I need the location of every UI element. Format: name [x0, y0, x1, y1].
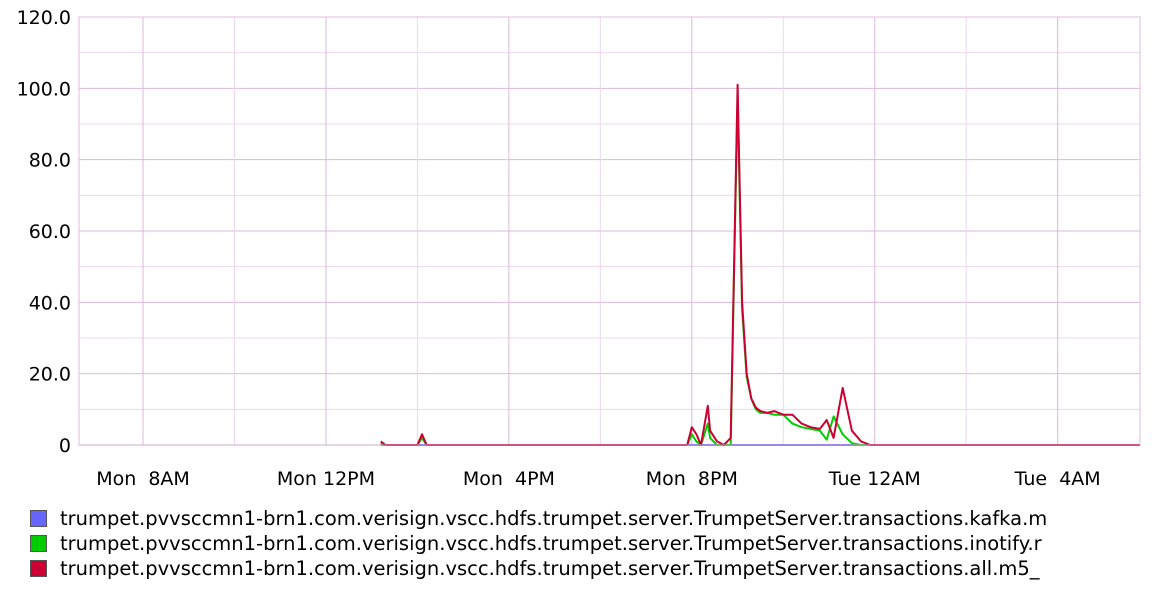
- y-tick-label: 60.0: [29, 221, 71, 243]
- legend-entry-kafka[interactable]: trumpet.pvvsccmn1-brn1.com.verisign.vscc…: [30, 506, 1156, 531]
- series-line-1: [380, 94, 1140, 446]
- chart: 120.0 100.0 80.0 60.0 40.0 20.0 0 Mon 8AM Mon 1…: [17, 7, 1141, 490]
- x-tick-label: Mon 12PM: [277, 468, 375, 490]
- legend-entry-all[interactable]: trumpet.pvvsccmn1-brn1.com.verisign.vscc…: [30, 556, 1156, 581]
- legend-swatch-kafka: [30, 510, 47, 527]
- y-tick-label: 100.0: [17, 78, 71, 100]
- legend-swatch-all: [30, 560, 47, 577]
- y-tick-label: 40.0: [29, 292, 71, 314]
- chart-grid: [79, 17, 1140, 445]
- legend-label-inotify: trumpet.pvvsccmn1-brn1.com.verisign.vscc…: [60, 532, 1042, 555]
- y-tick-label: 20.0: [29, 364, 71, 386]
- legend: trumpet.pvvsccmn1-brn1.com.verisign.vscc…: [30, 506, 1156, 581]
- x-tick-label: Mon 4PM: [463, 468, 555, 490]
- series-line-2: [380, 83, 1140, 446]
- x-tick-label: Mon 8AM: [96, 468, 190, 490]
- y-axis-ticks: 120.0 100.0 80.0 60.0 40.0 20.0 0: [17, 7, 71, 457]
- y-tick-label: 0: [59, 435, 71, 457]
- legend-entry-inotify[interactable]: trumpet.pvvsccmn1-brn1.com.verisign.vscc…: [30, 531, 1156, 556]
- legend-swatch-inotify: [30, 535, 47, 552]
- x-tick-label: Tue 4AM: [1014, 468, 1101, 490]
- y-tick-label: 80.0: [29, 150, 71, 172]
- legend-label-kafka: trumpet.pvvsccmn1-brn1.com.verisign.vscc…: [60, 507, 1048, 530]
- legend-label-all: trumpet.pvvsccmn1-brn1.com.verisign.vscc…: [60, 557, 1040, 580]
- x-axis-ticks: Mon 8AM Mon 12PM Mon 4PM Mon 8PM Tue 12AM Tue…: [96, 468, 1100, 490]
- chart-series: [380, 83, 1140, 446]
- x-tick-label: Mon 8PM: [646, 468, 738, 490]
- y-tick-label: 120.0: [17, 7, 71, 29]
- x-tick-label: Tue 12AM: [828, 468, 921, 490]
